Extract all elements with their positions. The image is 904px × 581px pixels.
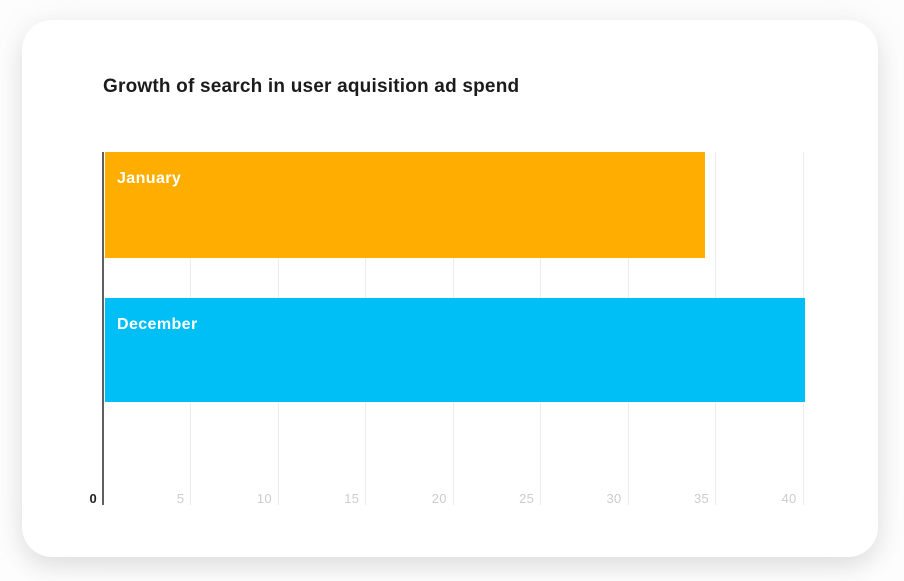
chart-plot-area: January December 0 5 10 15 20 25 30 35 40 (89, 152, 806, 507)
x-tick-10: 10 (256, 491, 272, 506)
y-axis-line (102, 152, 104, 505)
x-tick-15: 15 (344, 491, 360, 506)
x-tick-30: 30 (606, 491, 622, 506)
x-tick-25: 25 (519, 491, 535, 506)
chart-card: Growth of search in user aquisition ad s… (22, 20, 878, 557)
chart-title: Growth of search in user aquisition ad s… (103, 76, 520, 97)
bar-label-january: January (117, 170, 182, 187)
x-tick-0: 0 (89, 491, 97, 506)
bar-december: December (105, 298, 805, 402)
x-tick-35: 35 (694, 491, 710, 506)
x-tick-20: 20 (431, 491, 447, 506)
bar-january: January (105, 152, 705, 258)
bar-label-december: December (117, 316, 198, 333)
x-axis-ticks: 0 5 10 15 20 25 30 35 40 (89, 491, 806, 507)
x-tick-40: 40 (781, 491, 797, 506)
x-tick-5: 5 (176, 491, 185, 506)
